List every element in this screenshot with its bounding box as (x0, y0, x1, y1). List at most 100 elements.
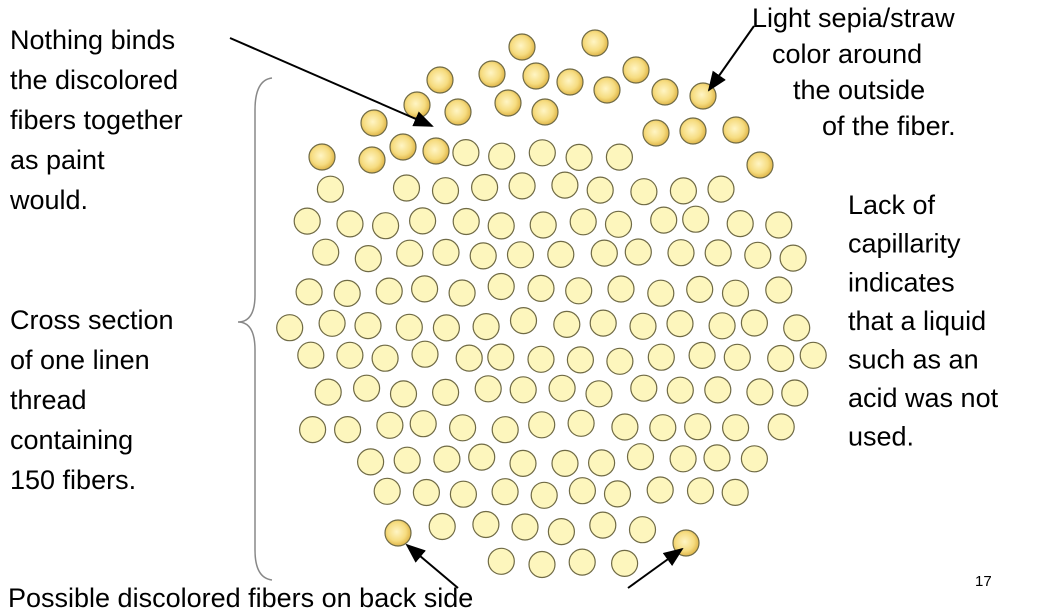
fiber (549, 375, 575, 401)
fiber (741, 446, 767, 472)
fiber (569, 549, 595, 575)
capillarity-note-line: that a liquid (848, 306, 986, 336)
fiber (473, 512, 499, 538)
fiber (670, 178, 696, 204)
binding-note-line: the discolored (10, 65, 178, 95)
fiber (391, 381, 417, 407)
fiber (591, 240, 617, 266)
fiber (488, 344, 514, 370)
fiber (456, 345, 482, 371)
fiber (315, 379, 341, 405)
fiber (377, 412, 403, 438)
fiber (745, 242, 771, 268)
cross-section-note-line: Cross section (10, 305, 174, 335)
binding-note-line: would. (9, 185, 88, 215)
fiber (606, 211, 632, 237)
discolored-fiber (582, 30, 608, 56)
fiber (337, 211, 363, 237)
fiber (685, 414, 711, 440)
fiber (450, 415, 476, 441)
fiber (670, 446, 696, 472)
fiber (433, 379, 459, 405)
fiber (709, 313, 735, 339)
discolored-fiber (495, 90, 521, 116)
fiber (570, 209, 596, 235)
fiber (608, 276, 634, 302)
discolored-fiber (423, 138, 449, 164)
fiber (354, 375, 380, 401)
fiber (470, 243, 496, 269)
fiber (512, 514, 538, 540)
fiber (473, 314, 499, 340)
fiber (784, 315, 810, 341)
fiber (374, 478, 400, 504)
fiber (434, 446, 460, 472)
fiber (372, 345, 398, 371)
fiber (650, 415, 676, 441)
color-note-line: the outside (793, 75, 925, 105)
fiber (510, 377, 536, 403)
discolored-fiber (680, 118, 706, 144)
arrow (230, 38, 432, 126)
fiber (722, 479, 748, 505)
fiber (449, 280, 475, 306)
fiber (511, 308, 537, 334)
fiber (704, 445, 730, 471)
fiber (548, 241, 574, 267)
fiber (589, 450, 615, 476)
fiber (300, 417, 326, 443)
arrow (407, 545, 458, 588)
fiber (429, 514, 455, 540)
fiber (492, 479, 518, 505)
fiber (529, 140, 555, 166)
fiber (373, 213, 399, 239)
fiber (394, 447, 420, 473)
fiber (800, 342, 826, 368)
fiber (412, 276, 438, 302)
binding-note-line: Nothing binds (10, 25, 175, 55)
fiber (568, 410, 594, 436)
fiber (705, 377, 731, 403)
fiber (453, 209, 479, 235)
fiber (724, 344, 750, 370)
fiber (554, 311, 580, 337)
fiber (488, 274, 514, 300)
fiber (630, 517, 656, 543)
fiber (631, 179, 657, 205)
discolored-fiber (509, 34, 535, 60)
fiber (453, 140, 479, 166)
binding-note-line: as paint (10, 145, 105, 175)
capillarity-note-line: such as an (848, 345, 979, 375)
capillarity-note-line: Lack of (848, 190, 936, 220)
fiber (489, 143, 515, 169)
fiber (651, 207, 677, 233)
capillarity-note-line: capillarity (848, 229, 961, 259)
fiber (625, 239, 651, 265)
fiber (768, 414, 794, 440)
fiber (528, 346, 554, 372)
fiber (566, 144, 592, 170)
color-note-line: color around (772, 39, 922, 69)
discolored-fiber (747, 152, 773, 178)
discolored-fiber (479, 61, 505, 87)
fiber (413, 480, 439, 506)
fiber (298, 342, 324, 368)
fiber (567, 347, 593, 373)
discolored-fiber (523, 63, 549, 89)
fiber (688, 478, 714, 504)
fiber (529, 552, 555, 578)
discolored-fiber (385, 520, 411, 546)
color-note-line: Light sepia/straw (752, 3, 955, 33)
cross-section-note-line: 150 fibers. (10, 465, 136, 495)
discolored-fiber (623, 57, 649, 83)
capillarity-note-line: indicates (848, 267, 955, 297)
fiber (708, 176, 734, 202)
discolored-fiber (359, 147, 385, 173)
fiber (492, 417, 518, 443)
fiber (606, 144, 632, 170)
discolored-fiber (723, 117, 749, 143)
fiber (766, 277, 792, 303)
fiber (337, 342, 363, 368)
fiber (528, 275, 554, 301)
fiber (319, 310, 345, 336)
